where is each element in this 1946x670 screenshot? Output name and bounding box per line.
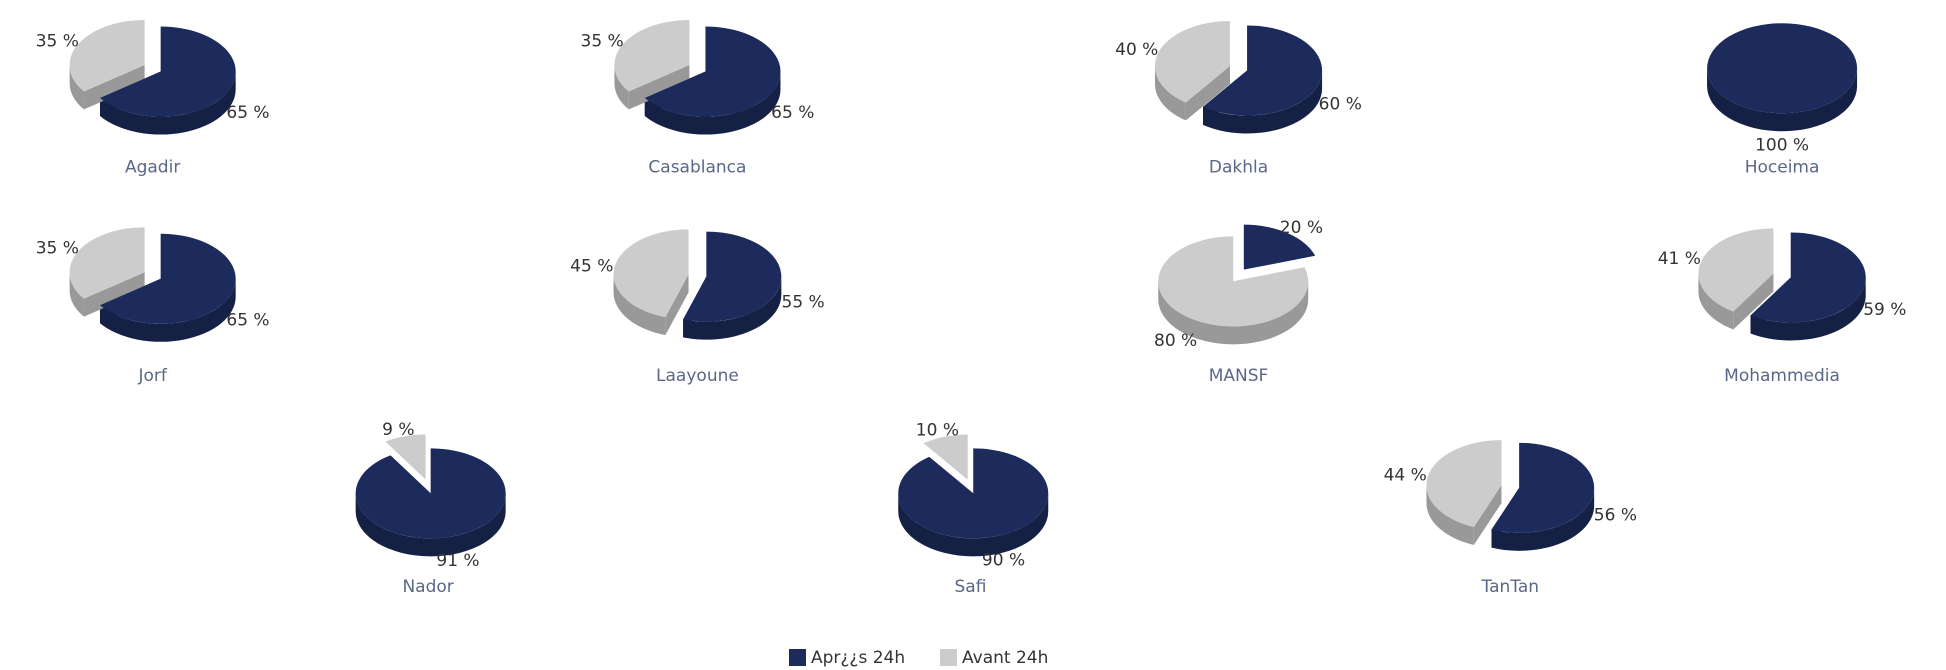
data-label: 65 %: [226, 103, 269, 123]
slice-face: [1733, 273, 1774, 330]
data-label: 35 %: [36, 239, 79, 259]
slice: [644, 26, 781, 117]
slice-side: [99, 278, 236, 342]
pie-title: Casablanca: [648, 158, 746, 178]
slice-side: [614, 64, 629, 110]
slice: [613, 229, 689, 318]
pie-title: Jorf: [137, 366, 167, 386]
pie-title: Mohammedia: [1724, 366, 1840, 386]
data-label: 56 %: [1594, 506, 1637, 526]
data-label: 40 %: [1115, 40, 1158, 60]
pie-title: Agadir: [125, 158, 180, 178]
data-label: 10 %: [916, 420, 959, 440]
legend-label: Apr¿¿s 24h: [811, 648, 905, 668]
slice: [898, 448, 1049, 539]
data-label: 90 %: [982, 551, 1025, 571]
data-label: 65 %: [226, 310, 269, 330]
data-label: 35 %: [36, 31, 79, 51]
legend-swatch: [940, 649, 957, 666]
data-label: 60 %: [1319, 94, 1362, 114]
slice-side: [613, 274, 666, 336]
slice-face: [1185, 66, 1230, 121]
slice: [923, 434, 968, 480]
data-label: 65 %: [771, 103, 814, 123]
data-label: 41 %: [1658, 249, 1701, 269]
slice: [683, 231, 782, 322]
slice: [1491, 442, 1595, 533]
slice-side: [1154, 66, 1186, 121]
slice-side: [644, 71, 781, 135]
legend-swatch: [789, 649, 806, 666]
pie-title: Dakhla: [1209, 158, 1268, 178]
pie-title: Nador: [402, 577, 453, 597]
slice: [69, 19, 145, 92]
slice: [69, 227, 145, 299]
pie-title: Hoceima: [1745, 158, 1820, 178]
data-label: 35 %: [581, 31, 624, 51]
slice: [614, 19, 690, 92]
slice: [385, 434, 426, 480]
legend-label: Avant 24h: [962, 648, 1048, 668]
data-label: 80 %: [1154, 331, 1197, 351]
slice-side: [99, 71, 236, 135]
data-label: 100 %: [1755, 135, 1809, 155]
slice: [355, 448, 506, 539]
data-label: 55 %: [782, 293, 825, 313]
data-label: 91 %: [436, 551, 479, 571]
slice-side: [898, 493, 1049, 557]
slice: [99, 26, 236, 117]
slice: [1426, 440, 1502, 527]
slice-side: [1707, 68, 1858, 132]
slice-side: [1491, 487, 1595, 551]
pie-title: TanTan: [1481, 577, 1540, 597]
slice-face: [665, 274, 689, 336]
pie-title: Laayoune: [656, 366, 739, 386]
slice-face: [628, 64, 690, 110]
slice-side: [69, 64, 84, 110]
slice-side: [1202, 70, 1323, 134]
data-label: 59 %: [1863, 300, 1906, 320]
slice-side: [355, 493, 506, 557]
slice: [1707, 23, 1858, 114]
data-label: 20 %: [1280, 218, 1323, 238]
slice-side: [683, 276, 782, 340]
data-label: 9 %: [382, 420, 414, 440]
data-label: 44 %: [1384, 465, 1427, 485]
slice: [1154, 21, 1230, 103]
pie-title: MANSF: [1209, 366, 1269, 386]
slice: [1750, 232, 1866, 323]
slice-face: [1473, 485, 1502, 545]
slice-side: [1426, 485, 1474, 545]
slice-face: [83, 272, 145, 317]
slice: [99, 233, 236, 324]
data-label: 45 %: [570, 256, 613, 276]
slice: [1698, 228, 1774, 312]
slice: [1158, 236, 1309, 327]
pie-title: Safi: [955, 577, 987, 597]
slice: [1202, 25, 1323, 116]
slice-side: [1158, 281, 1309, 345]
slice: [1243, 224, 1316, 270]
slice-side: [1698, 273, 1734, 330]
slice-face: [83, 64, 145, 110]
slice-side: [1750, 277, 1866, 341]
slice-side: [69, 272, 84, 317]
